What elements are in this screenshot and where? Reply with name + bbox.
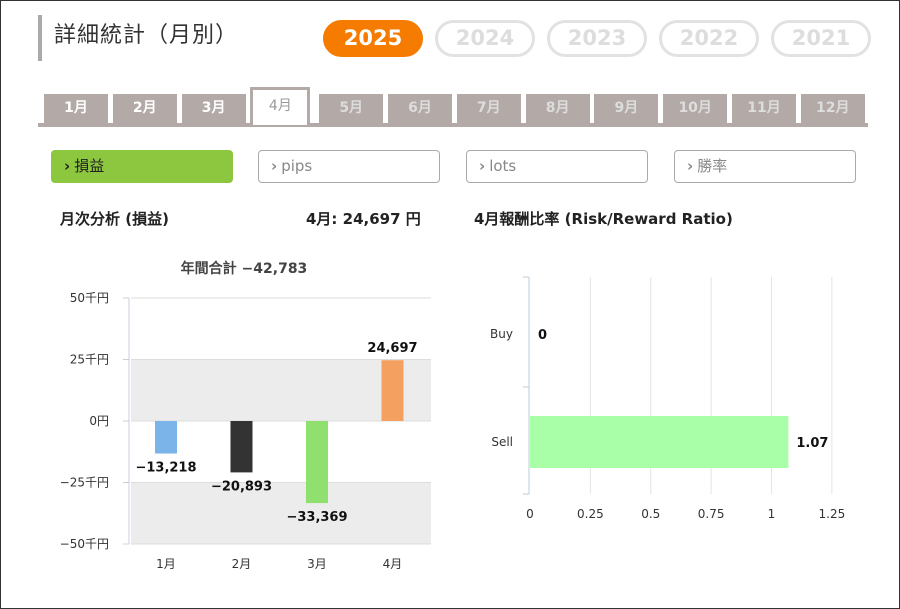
bar-4月 [381, 360, 404, 421]
y-tick-label: 50千円 [70, 291, 109, 305]
grid-band [131, 359, 431, 421]
tab-month-9[interactable]: 9月 [594, 94, 659, 123]
tab-month-8[interactable]: 8月 [525, 94, 590, 123]
year-button-2025[interactable]: 2025 [323, 20, 423, 57]
y-tick-label: 25千円 [70, 353, 109, 367]
tab-month-12[interactable]: 12月 [800, 94, 865, 123]
year-button-2022[interactable]: 2022 [659, 20, 759, 57]
year-button-2023[interactable]: 2023 [547, 20, 647, 57]
chevron-right-icon: › [64, 157, 71, 175]
x-tick-label: 1 [768, 507, 776, 521]
tab-month-2[interactable]: 2月 [112, 94, 177, 123]
chevron-right-icon: › [687, 157, 694, 175]
risk-reward-chart: 0 0.25 0.5 0.75 1 1.25 Buy 0 Sell 1.07 [490, 276, 846, 521]
metric-button-3[interactable]: › 勝率 [674, 150, 856, 183]
tab-month-11[interactable]: 11月 [732, 94, 796, 123]
bar-value-label: −20,893 [211, 479, 272, 494]
metric-button-1[interactable]: › pips [258, 150, 440, 183]
x-tick-label: 0.75 [698, 507, 725, 521]
metric-button-label: 勝率 [697, 157, 728, 175]
month-tabs-baseline [38, 123, 868, 127]
bar-value-label: 24,697 [367, 341, 417, 356]
x-tick-label: 0.5 [641, 507, 660, 521]
y-tick-label: −25千円 [60, 476, 109, 490]
x-tick-label: 2月 [232, 557, 252, 571]
tab-month-3[interactable]: 3月 [181, 94, 246, 123]
y-tick-label: −50千円 [60, 537, 109, 551]
bar-value-label: −13,218 [135, 461, 196, 476]
x-tick-label: 4月 [383, 557, 403, 571]
x-tick-label: 0.25 [577, 507, 604, 521]
page-title-text: 詳細統計（月別） [54, 23, 239, 48]
monthly-profit-chart: 50千円 25千円 0円 −25千円 −50千円 年間合計 −42,783 −13,218 1… [60, 260, 431, 571]
hbar-value-label: 1.07 [796, 436, 828, 451]
grid-band [131, 482, 431, 544]
x-tick-label: 1.25 [819, 507, 846, 521]
hbar-Sell [530, 416, 789, 468]
y-tick-label: 0円 [89, 414, 109, 428]
bar-2月 [230, 421, 253, 473]
x-tick-label: 1月 [156, 557, 176, 571]
bar-value-label: −33,369 [286, 510, 347, 525]
chevron-right-icon: › [271, 157, 278, 175]
monthly-analysis-title: 月次分析 (損益) [60, 210, 169, 228]
tab-month-1[interactable]: 1月 [44, 94, 108, 123]
month-profit-value: 4月: 24,697 円 [306, 210, 421, 228]
metric-button-0[interactable]: › 損益 [51, 150, 233, 183]
tab-month-7[interactable]: 7月 [456, 94, 521, 123]
metric-button-label: lots [489, 157, 517, 175]
x-tick-label: 3月 [307, 557, 327, 571]
hbar-value-label: 0 [538, 328, 547, 343]
tab-month-5[interactable]: 5月 [319, 94, 384, 123]
bar-1月 [155, 421, 177, 454]
year-button-2024[interactable]: 2024 [435, 20, 535, 57]
annual-total-label: 年間合計 −42,783 [181, 260, 308, 277]
ratio-chart-title: 4月報酬比率 (Risk/Reward Ratio) [474, 210, 733, 228]
tab-month-6[interactable]: 6月 [388, 94, 452, 123]
page-title: 詳細統計（月別） [38, 15, 238, 61]
bar-3月 [306, 421, 328, 504]
tab-month-4[interactable]: 4月 [250, 87, 311, 125]
tab-month-10[interactable]: 10月 [663, 94, 728, 123]
metric-button-2[interactable]: › lots [466, 150, 648, 183]
chevron-right-icon: › [479, 157, 486, 175]
y-tick-label: Buy [490, 327, 513, 341]
metric-button-label: pips [281, 157, 313, 175]
metric-button-label: 損益 [74, 157, 105, 175]
y-tick-label: Sell [491, 435, 513, 449]
x-tick-label: 0 [526, 507, 534, 521]
year-button-2021[interactable]: 2021 [771, 20, 871, 57]
